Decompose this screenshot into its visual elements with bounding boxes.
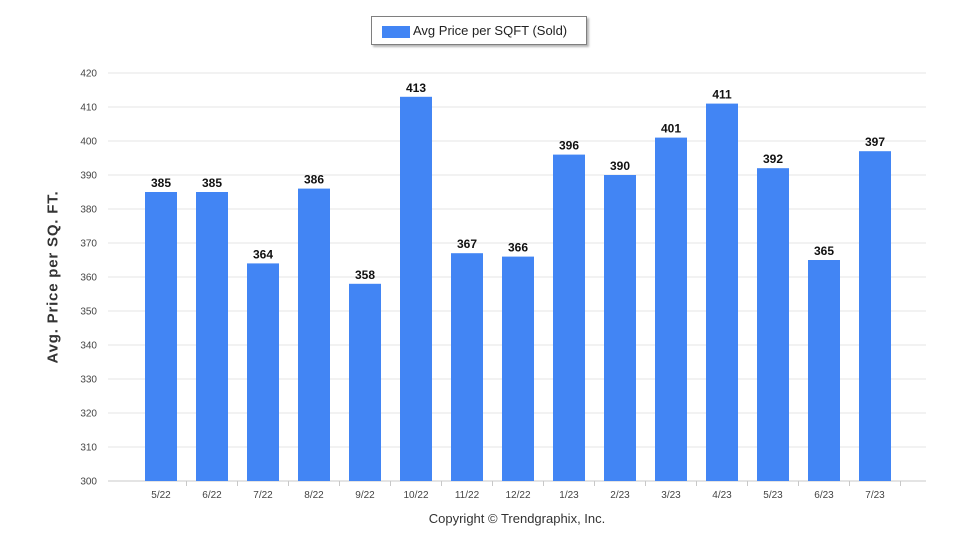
bar [247,263,279,481]
bar-value-label: 366 [508,241,528,255]
x-tick-label: 6/23 [814,490,834,501]
x-tick-label: 8/22 [304,490,324,501]
y-tick-label: 360 [80,273,97,284]
bar-value-label: 397 [865,135,885,149]
y-tick-label: 410 [80,103,97,114]
bar-value-label: 367 [457,237,477,251]
bar [145,192,177,481]
x-tick-label: 5/23 [763,490,783,501]
x-tick-label: 2/23 [610,490,630,501]
x-tick-label: 7/22 [253,490,273,501]
bar-value-label: 385 [202,176,222,190]
bar [196,192,228,481]
y-axis-title: Avg. Price per SQ. FT. [44,190,62,364]
bar-value-label: 396 [559,139,579,153]
bar [502,256,534,481]
bar [604,175,636,481]
y-tick-label: 370 [80,239,97,250]
bar [757,168,789,481]
bar [451,253,483,481]
bar-value-label: 385 [151,176,171,190]
legend-swatch [382,26,410,38]
bar [706,103,738,481]
bar-value-label: 386 [304,173,324,187]
bar-value-label: 364 [253,247,273,261]
y-tick-label: 330 [80,375,97,386]
bar-value-label: 411 [712,88,732,102]
y-tick-label: 300 [80,477,97,488]
x-tick-label: 7/23 [865,490,885,501]
y-tick-label: 390 [80,171,97,182]
bar [808,260,840,481]
y-tick-label: 350 [80,307,97,318]
x-tick-label: 5/22 [151,490,171,501]
legend-label: Avg Price per SQFT (Sold) [413,23,568,38]
y-tick-label: 340 [80,341,97,352]
bar-value-label: 365 [814,244,834,258]
y-tick-label: 320 [80,409,97,420]
x-tick-label: 12/22 [505,490,530,501]
x-tick-label: 10/22 [403,490,428,501]
bar [655,137,687,481]
legend: Avg Price per SQFT (Sold) [371,16,587,45]
bar [553,154,585,481]
bar [349,283,381,481]
bar-value-label: 390 [610,159,630,173]
bar-value-label: 392 [763,152,783,166]
bar [400,96,432,482]
x-tick-label: 3/23 [661,490,681,501]
bar-value-label: 401 [661,122,681,136]
x-tick-label: 4/23 [712,490,732,501]
y-tick-label: 420 [80,69,97,80]
x-tick-label: 11/22 [455,490,480,501]
x-tick-label: 1/23 [559,490,579,501]
x-tick-label: 9/22 [355,490,375,501]
bar-value-label: 413 [406,81,426,95]
y-tick-label: 400 [80,137,97,148]
x-tick-label: 6/22 [202,490,222,501]
bar-value-label: 358 [355,268,375,282]
bar [298,188,330,481]
y-tick-label: 380 [80,205,97,216]
bar [859,151,891,481]
y-tick-label: 310 [80,443,97,454]
copyright-text: Copyright © Trendgraphix, Inc. [428,511,606,526]
